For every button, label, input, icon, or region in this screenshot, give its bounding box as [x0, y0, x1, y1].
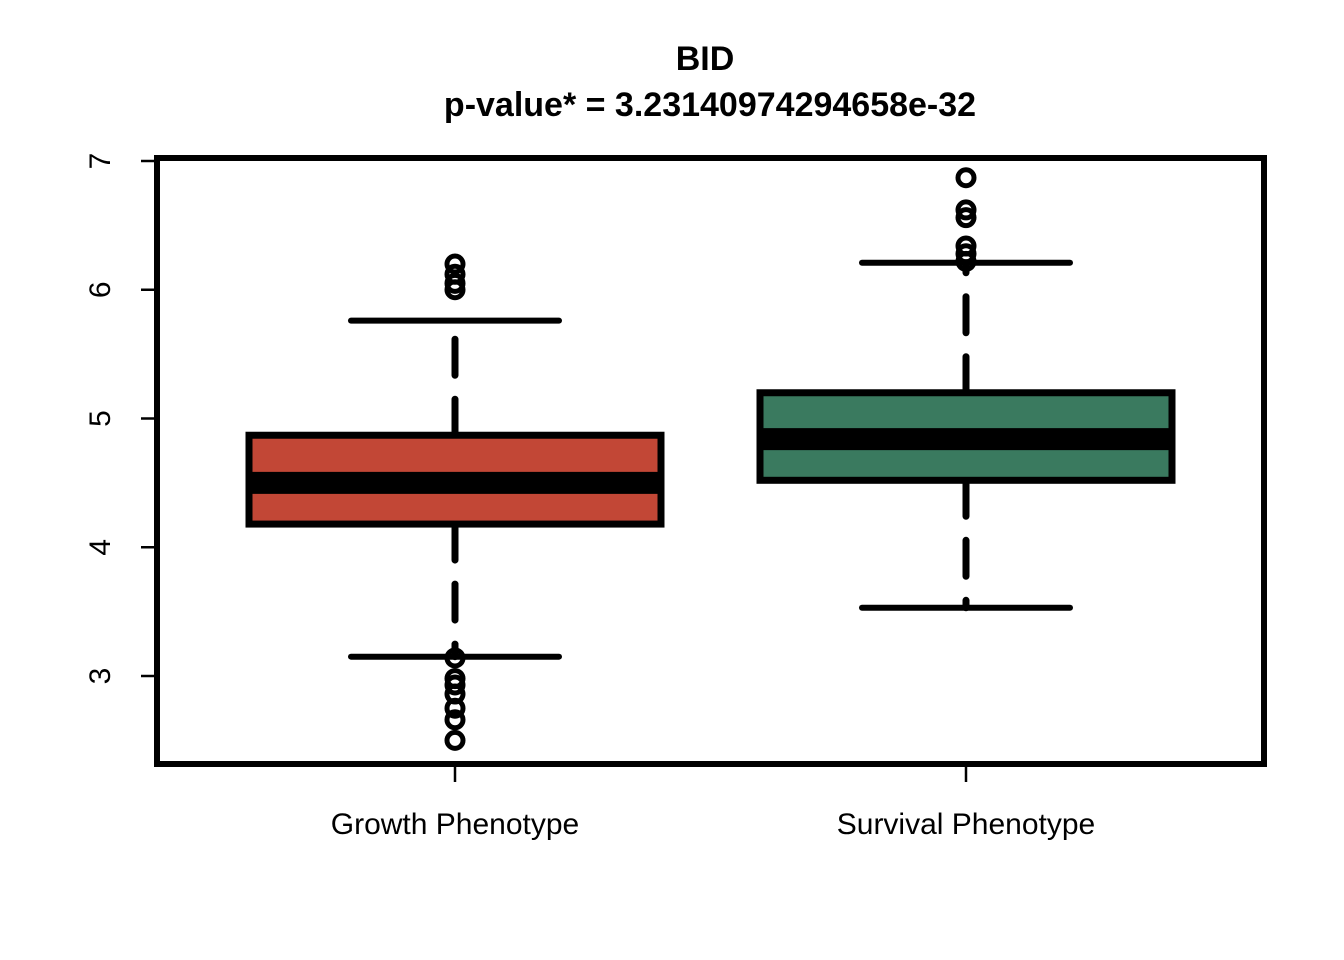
outlier-point [955, 235, 977, 257]
outlier-point [444, 263, 466, 285]
outlier-point [444, 729, 466, 751]
outlier-point [444, 647, 466, 669]
box-group-growth: Growth Phenotype [245, 253, 665, 841]
outlier-point [444, 709, 466, 731]
y-tick-label: 5 [84, 410, 117, 427]
outlier-point [444, 253, 466, 275]
chart-title: BID [676, 40, 735, 78]
x-tick-label: Growth Phenotype [331, 808, 579, 841]
outlier-point [444, 674, 466, 696]
outlier-point [444, 697, 466, 719]
y-tick-label: 4 [84, 539, 117, 556]
y-tick-label: 7 [84, 153, 117, 170]
chart-subtitle: p-value* = 3.23140974294658e-32 [444, 86, 976, 124]
x-tick-label: Survival Phenotype [837, 808, 1096, 841]
plot-frame [154, 155, 1267, 767]
outlier-point [955, 243, 977, 265]
y-tick-label: 3 [84, 668, 117, 685]
outlier-point [444, 272, 466, 294]
y-tick-label: 6 [84, 281, 117, 298]
outlier-point [955, 199, 977, 221]
box-group-survival: Survival Phenotype [756, 167, 1176, 841]
outlier-point [955, 167, 977, 189]
plot-marks: 3 4 5 6 7 Growth Phenotype Survival Phenotype [84, 153, 1267, 841]
outlier-point [955, 207, 977, 229]
